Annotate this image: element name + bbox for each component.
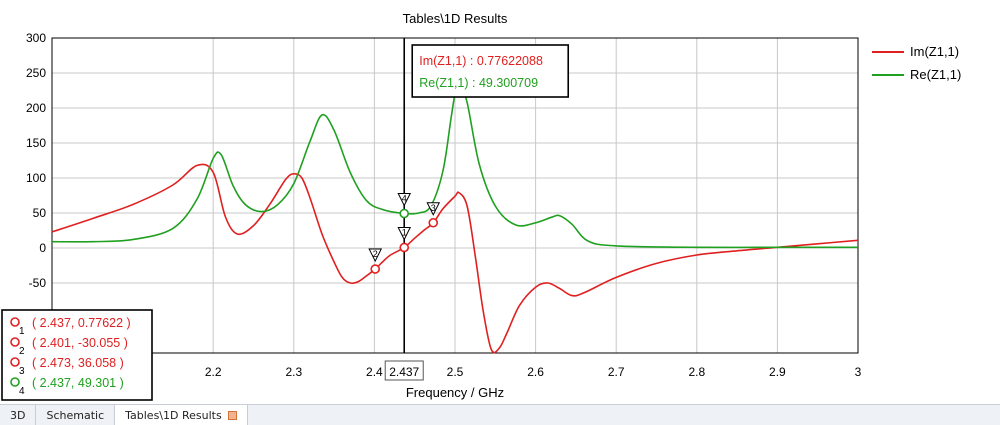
cursor-readout-value: Re(Z1,1) : 49.300709 [419, 76, 538, 90]
cursor[interactable]: 2.437 Im(Z1,1) : 0.77622088 Re(Z1,1) : 49.… [384, 38, 570, 381]
marker-table: 1 ( 2.437, 0.77622 ) 2 ( 2.401, -30.055 ) 3 (… [1, 309, 153, 401]
y-tick-label: 300 [26, 31, 46, 45]
tab-schematic-label: Schematic [46, 408, 105, 422]
axis-ticks: -50 0 50 100 150 200 250 300 2.2 2.3 2.4 2.5 2.6 2.7 2… [26, 31, 862, 379]
marker-table-box [1, 309, 153, 401]
marker-table-id: 2 [19, 346, 25, 357]
tab-3d[interactable]: 3D [0, 405, 37, 425]
marker-table-symbol [10, 317, 20, 327]
x-tick-label: 2.2 [205, 365, 222, 379]
marker-1-point[interactable] [399, 242, 410, 253]
legend-label: Im(Z1,1) [910, 44, 959, 59]
y-tick-label: 50 [33, 206, 47, 220]
close-icon[interactable] [227, 410, 237, 420]
x-tick-label: 2.3 [285, 365, 302, 379]
marker-table-value: ( 2.437, 49.301 ) [32, 376, 124, 390]
tab-3d-label: 3D [10, 408, 26, 422]
marker-3-id: 3 [431, 203, 436, 213]
x-tick-label: 2.7 [608, 365, 625, 379]
marker-4-point[interactable] [399, 208, 410, 219]
marker-table-value: ( 2.437, 0.77622 ) [32, 316, 131, 330]
plot-area [51, 37, 859, 354]
x-tick-label: 2.9 [769, 365, 786, 379]
cursor-x-label: 2.437 [389, 365, 419, 379]
markers[interactable]: 1 2 3 4 [368, 192, 441, 274]
marker-4-flag[interactable] [397, 192, 412, 207]
marker-table-value: ( 2.401, -30.055 ) [32, 336, 128, 350]
marker-table-symbol [10, 377, 20, 387]
y-tick-label: 200 [26, 101, 46, 115]
marker-table-id: 3 [19, 366, 25, 377]
y-tick-label: 250 [26, 66, 46, 80]
marker-1-id: 1 [402, 227, 407, 237]
x-tick-label: 3 [855, 365, 862, 379]
x-axis-label: Frequency / GHz [406, 385, 504, 400]
x-tick-label: 2.8 [688, 365, 705, 379]
y-tick-label: 0 [39, 241, 46, 255]
chart-title: Tables\1D Results [403, 11, 508, 26]
tab-1d-results[interactable]: Tables\1D Results [115, 405, 248, 425]
y-tick-label: -50 [29, 276, 47, 290]
marker-4-id: 4 [402, 193, 407, 203]
tab-schematic[interactable]: Schematic [36, 405, 116, 425]
x-tick-label: 2.6 [527, 365, 544, 379]
legend-label: Re(Z1,1) [910, 67, 961, 82]
bottom-tab-bar: 3D Schematic Tables\1D Results [0, 404, 1000, 425]
tab-1d-results-label: Tables\1D Results [125, 408, 222, 422]
series-line-re-z1-1 [51, 81, 858, 249]
cursor-readout-box [411, 44, 570, 98]
x-tick-label: 2.5 [447, 365, 464, 379]
chart: Tables\1D Results -50 0 50 100 150 200 250 300 2… [1, 11, 961, 401]
cursor-x-label-box [384, 360, 424, 381]
marker-3-point[interactable] [428, 217, 439, 228]
marker-table-id: 4 [19, 386, 25, 397]
cursor-readout-value: Im(Z1,1) : 0.77622088 [419, 54, 543, 68]
marker-table-symbol [10, 337, 20, 347]
marker-table-value: ( 2.473, 36.058 ) [32, 356, 124, 370]
series-line-im-z1-1 [51, 163, 859, 354]
x-tick-label: 2.4 [366, 365, 383, 379]
y-tick-label: 100 [26, 171, 46, 185]
legend: Im(Z1,1) Re(Z1,1) [872, 44, 961, 82]
series-lines [51, 81, 859, 354]
marker-2-id: 2 [373, 249, 378, 259]
marker-table-symbol [10, 357, 20, 367]
marker-table-id: 1 [19, 326, 25, 337]
marker-3-flag[interactable] [426, 202, 441, 216]
marker-1-flag[interactable] [397, 226, 412, 241]
marker-2-flag[interactable] [368, 248, 383, 263]
y-tick-label: 150 [26, 136, 46, 150]
marker-2-point[interactable] [370, 264, 381, 274]
